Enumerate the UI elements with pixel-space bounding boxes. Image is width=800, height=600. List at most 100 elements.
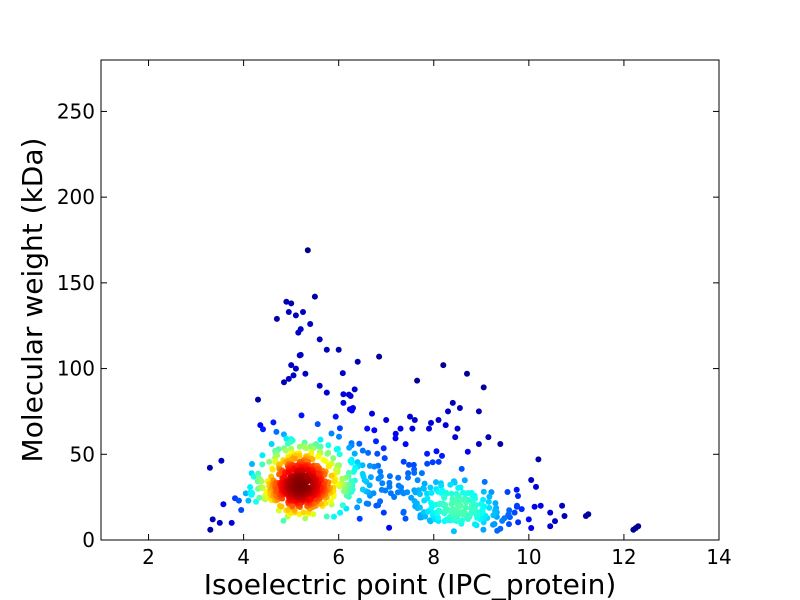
data-point (458, 465, 465, 472)
data-point (379, 480, 386, 487)
data-point (394, 489, 401, 496)
data-point (406, 461, 412, 468)
data-point (435, 514, 441, 521)
data-point (531, 503, 538, 510)
data-point (447, 481, 454, 488)
data-point (249, 461, 255, 467)
data-point (258, 478, 265, 485)
data-point (410, 461, 417, 468)
data-point (323, 389, 330, 396)
data-point (404, 489, 411, 496)
data-point (547, 509, 554, 516)
data-point (381, 455, 388, 462)
data-point (426, 517, 433, 524)
data-point (378, 486, 385, 493)
data-point (439, 452, 445, 459)
x-tick-label: 12 (611, 545, 636, 569)
data-point (411, 469, 418, 476)
data-point (373, 502, 380, 509)
data-point (273, 428, 280, 435)
data-point (206, 464, 213, 471)
data-point (260, 426, 266, 433)
data-point (490, 512, 497, 519)
data-point (298, 412, 305, 419)
data-point (285, 375, 292, 382)
data-point (435, 417, 442, 423)
data-point (333, 446, 340, 453)
data-point (253, 498, 259, 505)
data-point (283, 435, 290, 442)
data-point (369, 410, 375, 417)
data-point (316, 382, 323, 389)
data-point (324, 450, 331, 457)
data-point (463, 499, 470, 506)
data-point (418, 470, 425, 477)
data-point (438, 489, 444, 496)
data-point (270, 419, 277, 426)
data-point (448, 501, 455, 507)
data-point (462, 491, 469, 497)
data-point (456, 405, 463, 411)
data-point (367, 474, 374, 481)
data-point (515, 493, 521, 499)
data-point (323, 513, 330, 520)
data-point (468, 505, 474, 512)
data-point (359, 447, 366, 454)
data-point (397, 425, 404, 432)
data-point (497, 441, 504, 447)
data-point (464, 370, 470, 377)
data-point (448, 490, 455, 497)
data-point (336, 433, 342, 440)
data-point (314, 421, 321, 428)
data-point (525, 516, 532, 523)
x-tick-label: 8 (427, 545, 440, 569)
y-tick-label: 100 (57, 357, 95, 381)
data-point (250, 473, 257, 480)
data-point (284, 440, 291, 447)
x-tick-label: 10 (516, 545, 541, 569)
data-point (339, 370, 346, 377)
y-axis-title: Molecular weight (kDa) (16, 138, 49, 463)
data-point (440, 362, 447, 369)
data-point (281, 379, 287, 386)
data-point (421, 480, 428, 487)
data-point (395, 474, 402, 481)
data-point (405, 470, 412, 477)
data-point (366, 462, 373, 469)
data-point (310, 511, 317, 518)
data-point (414, 477, 421, 484)
data-point (424, 490, 430, 497)
data-point (259, 461, 266, 468)
data-point (296, 443, 303, 450)
data-point (513, 503, 520, 510)
data-point (216, 519, 223, 526)
data-point (292, 312, 299, 319)
data-point (428, 419, 434, 426)
data-point (337, 509, 344, 516)
data-point (359, 470, 366, 477)
data-point (269, 466, 276, 473)
data-point (452, 434, 459, 441)
data-point (504, 489, 511, 495)
data-point (416, 491, 423, 498)
data-point (407, 413, 413, 420)
data-point (359, 462, 366, 469)
data-point (386, 483, 393, 490)
data-point (411, 417, 418, 423)
data-point (518, 506, 525, 513)
data-point (280, 431, 287, 438)
data-point (488, 489, 495, 496)
data-point (315, 453, 321, 460)
data-point (245, 497, 252, 504)
data-point (354, 358, 361, 365)
data-point (333, 466, 339, 473)
data-point (537, 502, 544, 509)
data-point (552, 518, 558, 525)
data-point (486, 504, 493, 511)
data-point (445, 408, 451, 415)
x-axis-title: Isoelectric point (IPC_protein) (204, 568, 617, 600)
data-point (486, 493, 493, 500)
data-point (290, 372, 297, 379)
data-point (307, 321, 314, 327)
data-point (400, 458, 407, 465)
